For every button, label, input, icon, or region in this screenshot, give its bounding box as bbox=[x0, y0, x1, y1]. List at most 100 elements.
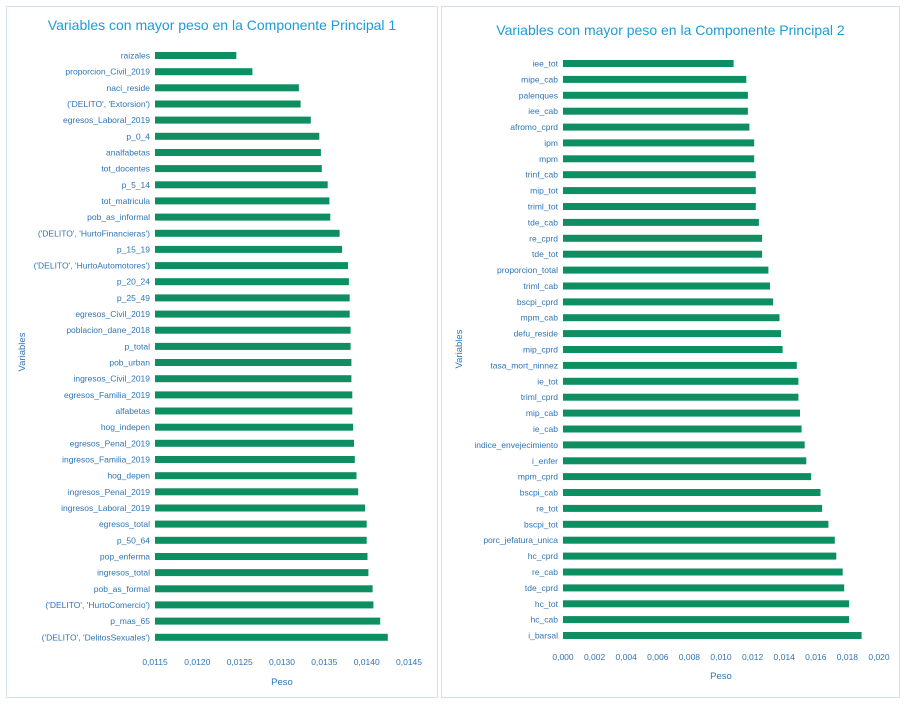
bar bbox=[155, 278, 349, 286]
category-label: mpm_cprd bbox=[518, 472, 558, 482]
bar bbox=[563, 457, 807, 465]
x-tick-label: 0,006 bbox=[647, 652, 669, 662]
chart-title: Variables con mayor peso en la Component… bbox=[47, 17, 397, 33]
x-tick-label: 0,002 bbox=[584, 652, 606, 662]
category-label: p_20_24 bbox=[117, 277, 150, 287]
bar bbox=[155, 585, 373, 593]
bar bbox=[563, 187, 756, 195]
bar bbox=[563, 552, 837, 560]
category-label: p_25_49 bbox=[117, 293, 150, 303]
x-axis-label: Peso bbox=[271, 677, 293, 688]
category-label: re_tot bbox=[536, 503, 558, 513]
bar bbox=[155, 488, 359, 496]
x-tick-label: 0,016 bbox=[805, 652, 827, 662]
category-label: pob_as_informal bbox=[87, 212, 150, 222]
bar bbox=[563, 616, 849, 624]
x-axis-label: Peso bbox=[710, 671, 732, 682]
bar bbox=[563, 441, 805, 449]
category-label: triml_cab bbox=[524, 281, 559, 291]
category-label: re_cab bbox=[532, 567, 558, 577]
bar bbox=[155, 617, 381, 625]
bar bbox=[563, 123, 750, 131]
bar bbox=[155, 326, 351, 334]
x-tick-label: 0,0115 bbox=[142, 657, 168, 667]
bar bbox=[155, 504, 365, 512]
bar bbox=[155, 520, 367, 528]
bar bbox=[563, 520, 829, 528]
bar bbox=[155, 310, 350, 318]
bar bbox=[155, 197, 330, 205]
category-label: p_0_4 bbox=[126, 131, 150, 141]
category-label: ingresos_Penal_2019 bbox=[68, 487, 151, 497]
category-label: p_15_19 bbox=[117, 244, 150, 254]
bar bbox=[155, 375, 352, 383]
category-label: i_barsal bbox=[528, 631, 558, 641]
x-tick-label: 0,004 bbox=[616, 652, 638, 662]
bar bbox=[563, 171, 756, 179]
category-label: pob_as_formal bbox=[94, 584, 150, 594]
bar bbox=[563, 282, 770, 290]
category-label: tde_tot bbox=[532, 249, 559, 259]
bar bbox=[155, 100, 301, 108]
bar bbox=[155, 245, 343, 253]
category-label: tot_docentes bbox=[101, 164, 150, 174]
y-axis-label: Variables bbox=[454, 329, 465, 368]
x-tick-label: 0,0130 bbox=[269, 657, 295, 667]
bar bbox=[155, 472, 357, 480]
category-label: raizales bbox=[121, 51, 150, 61]
category-label: ingresos_Familia_2019 bbox=[62, 455, 150, 465]
category-label: trinf_cab bbox=[525, 170, 558, 180]
category-label: alfabetas bbox=[116, 406, 151, 416]
bar bbox=[155, 407, 353, 415]
bar bbox=[155, 601, 374, 609]
bar bbox=[155, 456, 355, 463]
bar bbox=[563, 393, 799, 401]
bar bbox=[155, 294, 350, 302]
category-label: ingresos_Laboral_2019 bbox=[61, 503, 150, 513]
bar bbox=[563, 330, 781, 338]
category-label: p_5_14 bbox=[122, 180, 151, 190]
category-label: hc_cprd bbox=[528, 551, 559, 561]
category-label: mip_cab bbox=[526, 408, 558, 418]
category-label: mipe_cab bbox=[521, 74, 558, 84]
category-label: tasa_mort_ninnez bbox=[490, 360, 558, 370]
category-label: ipm bbox=[544, 138, 558, 148]
bar bbox=[563, 298, 774, 306]
category-label: egresos_total bbox=[99, 519, 150, 529]
bar bbox=[155, 536, 367, 544]
category-label: proporcion_Civil_2019 bbox=[65, 67, 150, 77]
bar bbox=[155, 359, 352, 366]
x-tick-label: 0,012 bbox=[742, 652, 764, 662]
x-tick-label: 0,018 bbox=[837, 652, 859, 662]
bar bbox=[563, 425, 802, 433]
category-label: ie_tot bbox=[537, 376, 558, 386]
x-tick-label: 0,010 bbox=[710, 652, 732, 662]
category-label: ('DELITO', 'HurtoFinancieras') bbox=[38, 228, 150, 238]
category-label: porc_jefatura_unica bbox=[483, 535, 558, 545]
x-tick-label: 0,014 bbox=[774, 652, 796, 662]
bar bbox=[563, 234, 763, 242]
category-label: bscpi_cab bbox=[520, 488, 559, 498]
bar bbox=[155, 68, 253, 76]
bar bbox=[155, 181, 328, 189]
chart-title: Variables con mayor peso en la Component… bbox=[496, 22, 845, 38]
category-label: ('DELITO', 'HurtoComercio') bbox=[45, 600, 150, 610]
bar bbox=[563, 632, 862, 639]
category-label: palenques bbox=[519, 90, 558, 100]
bar bbox=[563, 218, 759, 226]
category-label: re_cprd bbox=[529, 233, 558, 243]
y-axis-label: Variables bbox=[17, 332, 28, 371]
bar bbox=[155, 262, 348, 270]
category-label: afromo_cprd bbox=[510, 122, 558, 132]
x-tick-label: 0,008 bbox=[679, 652, 701, 662]
bar bbox=[155, 342, 351, 350]
x-tick-label: 0,000 bbox=[552, 652, 574, 662]
bar bbox=[155, 569, 369, 577]
bar bbox=[563, 600, 849, 608]
category-label: hog_indepen bbox=[101, 422, 150, 432]
category-label: tde_cprd bbox=[525, 583, 558, 593]
bar bbox=[563, 409, 800, 417]
category-label: p_mas_65 bbox=[110, 616, 150, 626]
category-label: ie_cab bbox=[533, 424, 558, 434]
category-label: egresos_Penal_2019 bbox=[70, 438, 151, 448]
